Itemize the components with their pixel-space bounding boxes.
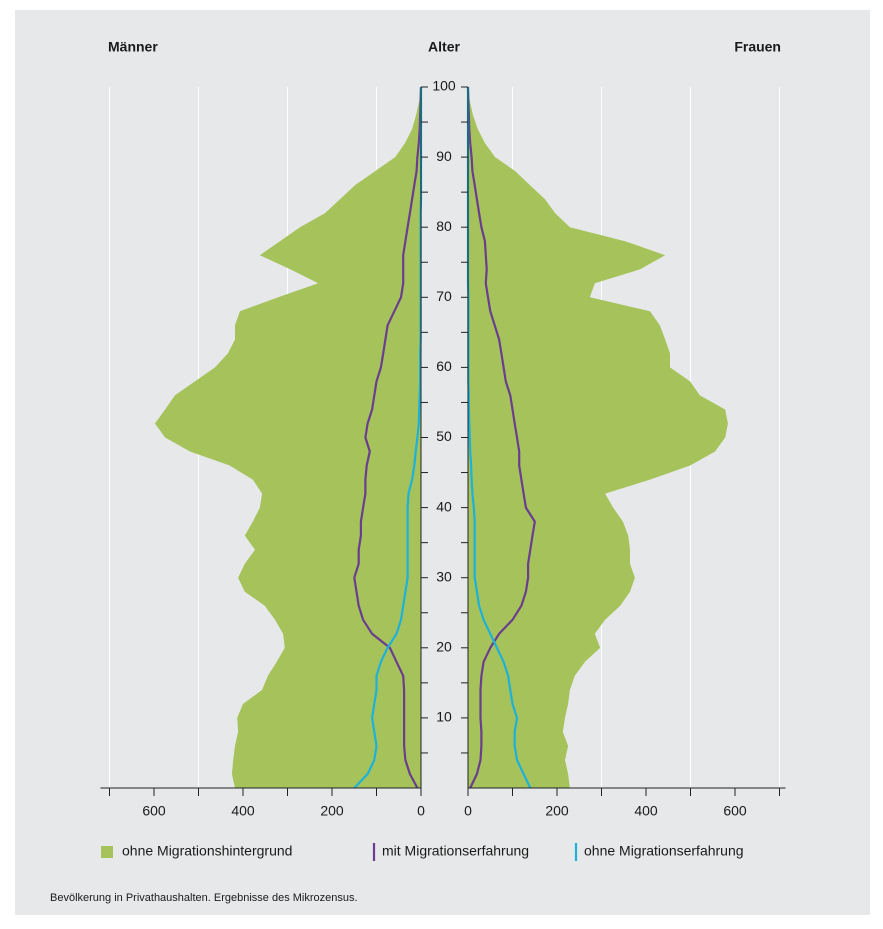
x-tick-label: 0: [417, 803, 425, 819]
y-tick-label: 100: [432, 78, 456, 94]
y-tick-label: 60: [436, 358, 452, 374]
y-tick-label: 80: [436, 218, 452, 234]
x-tick-label: 400: [231, 803, 255, 819]
x-tick-label: 600: [723, 803, 747, 819]
y-tick-label: 20: [436, 639, 452, 655]
x-tick-label: 600: [142, 803, 166, 819]
area: [154, 87, 421, 788]
y-tick-label: 50: [436, 428, 452, 444]
note: Bevölkerung in Privathaushalten. Ergebni…: [50, 892, 358, 904]
center-label: Alter: [428, 39, 460, 55]
legend-label: mit Migrationserfahrung: [382, 843, 529, 859]
legend-label: ohne Migrationserfahrung: [584, 843, 744, 859]
y-tick-label: 40: [436, 498, 452, 514]
area: [468, 87, 728, 788]
line: [466, 86, 536, 789]
y-tick-label: 10: [436, 709, 452, 725]
x-tick-label: 0: [464, 803, 472, 819]
right-label: Frauen: [734, 39, 781, 55]
panel-background: [15, 10, 870, 915]
legend-label: ohne Migrationshintergrund: [122, 843, 292, 859]
legend-swatch: [101, 846, 113, 858]
y-tick-label: 30: [436, 568, 452, 584]
left-label: Männer: [108, 39, 158, 55]
x-tick-label: 400: [634, 803, 658, 819]
line: [353, 86, 423, 789]
x-tick-label: 200: [320, 803, 344, 819]
y-tick-label: 70: [436, 288, 452, 304]
y-tick-label: 90: [436, 148, 452, 164]
x-tick-label: 200: [545, 803, 569, 819]
